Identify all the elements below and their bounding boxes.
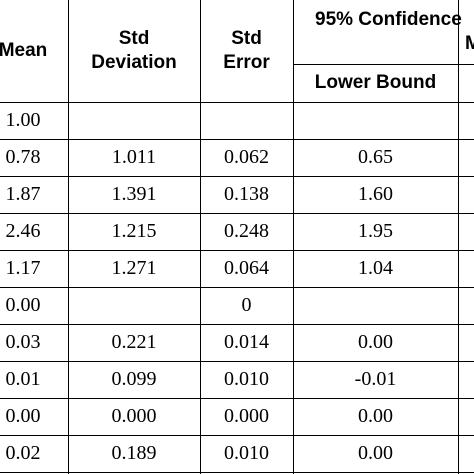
header-std-error: Std Error: [200, 0, 293, 102]
grid-line: [293, 0, 294, 474]
table-cell: 0.099: [111, 368, 157, 390]
grid-line: [0, 435, 474, 436]
header-line: Error: [223, 52, 270, 73]
grid-line: [0, 287, 474, 288]
header-confidence: 95% ConfidenceMean: [305, 0, 474, 64]
grid-line: [0, 102, 474, 103]
grid-line: [293, 64, 474, 65]
table-cell: 1.60: [358, 183, 393, 205]
header-lower-bound: Lower Bound: [314, 72, 437, 93]
grid-line: [0, 250, 474, 251]
grid-line: [0, 361, 474, 362]
table-cell: 1.011: [111, 146, 157, 168]
table-cell: 0.000: [224, 405, 269, 427]
grid-line: [0, 139, 474, 140]
grid-line: [0, 324, 474, 325]
header-std-deviation: Std Deviation: [68, 0, 200, 102]
table-cell: 1.00: [5, 109, 41, 131]
table-cell: 0.221: [111, 331, 157, 353]
table-cell: 0.000: [111, 405, 157, 427]
table-cell: 1.391: [111, 183, 157, 205]
table-cell: 0.01: [5, 368, 41, 390]
header-line: Deviation: [91, 52, 177, 73]
table-cell: 0.00: [5, 405, 41, 427]
header-line: 95% Confidence: [315, 9, 462, 30]
table-cell: 0.010: [224, 368, 269, 390]
table-cell: 2.46: [5, 220, 41, 242]
table-cell: 0.78: [5, 146, 41, 168]
table-cell: 0.65: [358, 146, 393, 168]
grid-line: [68, 0, 69, 474]
header-mean: Mean: [0, 40, 48, 61]
table-cell: 0.248: [224, 220, 269, 242]
table-cell: 0.00: [358, 405, 393, 427]
table-cell: 0.014: [224, 331, 269, 353]
table-cell: 1.271: [111, 257, 157, 279]
table-cell: 1.17: [5, 257, 41, 279]
table-cell: 0.010: [224, 442, 269, 464]
table-cell: -0.01: [354, 368, 397, 390]
table-cell: 0.189: [111, 442, 157, 464]
table-cell: 0.03: [5, 331, 41, 353]
grid-line: [458, 0, 459, 474]
table-cell: 0: [241, 294, 252, 316]
grid-line: [0, 398, 474, 399]
grid-line: [0, 472, 474, 473]
header-line: Mean: [465, 33, 474, 54]
table-cell: 0.02: [5, 442, 41, 464]
table-cell: 0.062: [224, 146, 269, 168]
grid-line: [200, 0, 201, 474]
table-cell: 0.138: [224, 183, 269, 205]
table-cell: 0.064: [224, 257, 269, 279]
table-cell: 1.95: [358, 220, 393, 242]
table-cell: 0.00: [5, 294, 41, 316]
table-cell: 1.215: [111, 220, 157, 242]
table-cell: 1.04: [358, 257, 393, 279]
table-cell: 0.00: [358, 442, 393, 464]
table-cell: 0.00: [358, 331, 393, 353]
header-line: Std: [118, 28, 150, 49]
grid-line: [0, 176, 474, 177]
grid-line: [0, 213, 474, 214]
header-line: Std: [231, 28, 262, 49]
table-cell: 1.87: [5, 183, 41, 205]
